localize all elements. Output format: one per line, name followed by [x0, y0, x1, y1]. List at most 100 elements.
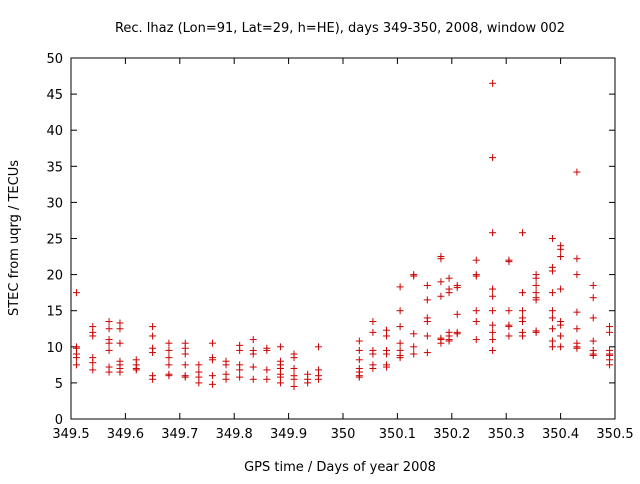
data-point	[222, 361, 230, 369]
data-point	[236, 346, 244, 354]
data-point	[195, 361, 203, 369]
data-point	[208, 356, 216, 364]
data-point	[149, 323, 157, 331]
data-point	[445, 289, 453, 297]
data-point	[548, 343, 556, 351]
y-tick-label: 10	[46, 341, 63, 356]
data-point	[519, 307, 527, 315]
data-point	[573, 325, 581, 333]
data-point	[208, 380, 216, 388]
data-point	[89, 332, 97, 340]
data-point	[369, 364, 377, 372]
data-point	[573, 255, 581, 263]
data-point	[557, 321, 565, 329]
data-point	[369, 328, 377, 336]
data-point	[519, 229, 527, 237]
y-tick-label: 30	[46, 196, 63, 211]
data-point	[290, 383, 298, 391]
data-point	[437, 292, 445, 300]
data-point	[472, 336, 480, 344]
data-point	[548, 314, 556, 322]
data-point	[445, 274, 453, 282]
data-point	[589, 294, 597, 302]
y-tick-label: 35	[46, 160, 63, 175]
data-point	[489, 321, 497, 329]
data-point	[532, 296, 540, 304]
data-point	[489, 229, 497, 237]
x-axis-label: GPS time / Days of year 2008	[244, 460, 436, 475]
data-point	[165, 370, 173, 378]
data-point	[165, 339, 173, 347]
data-point	[105, 325, 113, 333]
data-point	[315, 375, 323, 383]
data-point	[423, 332, 431, 340]
chart-title: Rec. lhaz (Lon=91, Lat=29, h=HE), days 3…	[115, 21, 565, 36]
data-point	[116, 361, 124, 369]
y-tick-label: 40	[46, 124, 63, 139]
data-point	[410, 330, 418, 338]
data-point	[453, 284, 461, 292]
data-point	[423, 281, 431, 289]
data-point	[236, 373, 244, 381]
data-point	[489, 307, 497, 315]
data-point	[437, 255, 445, 263]
data-point	[383, 363, 391, 371]
data-point	[249, 350, 257, 358]
data-point	[116, 325, 124, 333]
x-tick-label: 350.3	[488, 427, 525, 442]
data-point	[489, 154, 497, 162]
data-point	[548, 325, 556, 333]
data-point	[589, 281, 597, 289]
data-point	[72, 289, 80, 297]
data-point	[573, 308, 581, 316]
data-point	[263, 346, 271, 354]
data-point	[149, 375, 157, 383]
data-point	[472, 256, 480, 264]
data-point	[181, 361, 189, 369]
data-point	[396, 354, 404, 362]
data-point	[472, 318, 480, 326]
data-point	[263, 366, 271, 374]
data-point	[557, 253, 565, 261]
data-point	[222, 375, 230, 383]
data-point	[165, 354, 173, 362]
x-tick-label: 350.5	[596, 427, 633, 442]
y-tick-label: 45	[46, 88, 63, 103]
data-point	[276, 379, 284, 387]
data-point	[149, 349, 157, 357]
data-point	[589, 351, 597, 359]
data-point	[355, 337, 363, 345]
data-point	[181, 350, 189, 358]
data-point	[589, 337, 597, 345]
x-tick-label: 349.9	[270, 427, 307, 442]
data-point	[105, 336, 113, 344]
data-point	[355, 356, 363, 364]
data-point	[105, 346, 113, 354]
data-point	[437, 334, 445, 342]
data-point	[276, 343, 284, 351]
data-point	[489, 328, 497, 336]
data-point	[532, 274, 540, 282]
y-tick-label: 20	[46, 269, 63, 284]
data-point	[519, 318, 527, 326]
data-point	[355, 346, 363, 354]
y-tick-label: 5	[55, 377, 63, 392]
data-point	[369, 318, 377, 326]
data-point	[489, 285, 497, 293]
data-point	[355, 373, 363, 381]
data-point	[557, 332, 565, 340]
data-point	[181, 373, 189, 381]
data-point	[548, 289, 556, 297]
x-tick-label: 350	[331, 427, 356, 442]
data-point	[472, 307, 480, 315]
data-point	[532, 328, 540, 336]
x-tick-label: 349.7	[161, 427, 198, 442]
data-point	[249, 363, 257, 371]
data-point	[290, 354, 298, 362]
data-point	[105, 318, 113, 326]
data-point	[573, 168, 581, 176]
x-tick-label: 350.1	[379, 427, 416, 442]
data-point	[383, 350, 391, 358]
data-point	[208, 339, 216, 347]
